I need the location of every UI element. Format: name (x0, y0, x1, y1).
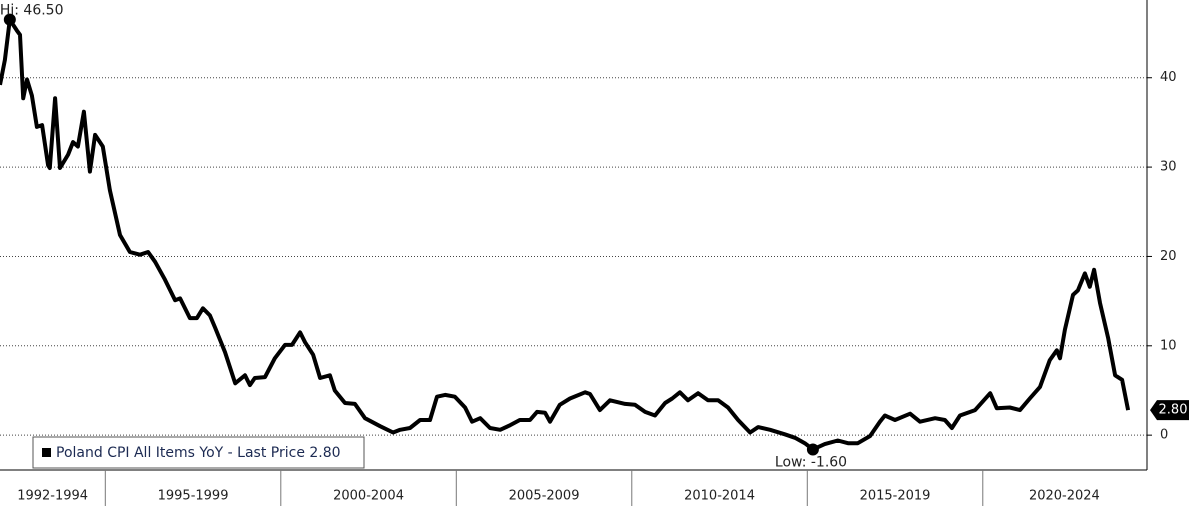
last-price-tag (1150, 400, 1189, 421)
y-tick-label: 30 (1160, 160, 1177, 175)
legend-swatch (42, 448, 51, 457)
annotation-dot (806, 443, 819, 456)
y-tick-label: 20 (1160, 249, 1177, 264)
x-tick-label: 2005-2009 (509, 489, 580, 504)
annotation-label: Hi: 46.50 (0, 3, 63, 19)
x-tick-label: 2015-2019 (860, 489, 931, 504)
annotation-label: Low: -1.60 (775, 454, 847, 470)
series-line (0, 17, 1131, 452)
legend-box (32, 436, 365, 469)
series-layer (0, 17, 1131, 452)
x-tick-label: 2000-2004 (333, 489, 404, 504)
x-tick-label: 1992-1994 (17, 489, 88, 504)
x-tick-label: 2010-2014 (684, 489, 755, 504)
annotation-dot (3, 13, 16, 26)
y-tick-label: 40 (1160, 70, 1177, 85)
y-tick-label: 10 (1160, 338, 1177, 353)
x-tick-label: 1995-1999 (158, 489, 229, 504)
legend-label: Poland CPI All Items YoY - Last Price 2.… (56, 445, 341, 461)
last-price-label: 2.80 (1159, 403, 1188, 418)
x-tick-label: 2020-2024 (1029, 489, 1100, 504)
legend: Poland CPI All Items YoY - Last Price 2.… (32, 436, 365, 469)
grid (0, 77, 1147, 436)
y-tick-label: 0 (1160, 428, 1168, 443)
